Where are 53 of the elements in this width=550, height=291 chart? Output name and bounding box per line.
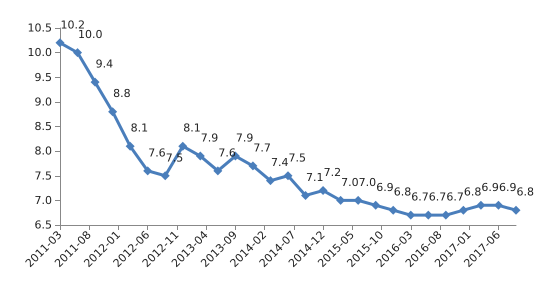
text: 6.7 xyxy=(446,190,464,204)
point xyxy=(73,48,82,58)
point xyxy=(301,190,310,200)
point xyxy=(512,206,520,215)
text: 7.9 xyxy=(236,132,254,145)
point xyxy=(266,176,275,186)
text: 8.1 xyxy=(130,122,148,135)
y-tick-label: 10.5 xyxy=(28,22,52,34)
text: 6.8 xyxy=(394,186,412,199)
point xyxy=(318,186,328,196)
text: 9.4 xyxy=(96,58,114,71)
y-tick-label: 8.0 xyxy=(34,144,52,158)
text: 7.9 xyxy=(200,132,218,145)
y-tick-label: 9.5 xyxy=(34,70,52,84)
text: 7.6 xyxy=(148,146,166,160)
text: 7.4 xyxy=(270,156,288,170)
y-tick-label: 7.0 xyxy=(34,194,52,207)
point xyxy=(248,161,258,170)
y-tick-label: 9.0 xyxy=(34,95,52,108)
text: 8.1 xyxy=(183,122,201,135)
point xyxy=(388,206,398,215)
point xyxy=(126,142,135,151)
point xyxy=(143,166,152,176)
text: 6.8 xyxy=(464,186,482,199)
text: 6.7 xyxy=(411,190,429,204)
text: 6.8 xyxy=(516,186,534,199)
text: 6.9 xyxy=(498,180,516,194)
y-tick-label: 10.0 xyxy=(28,46,52,60)
text: 7.5 xyxy=(288,151,306,164)
text: 7.0 xyxy=(341,176,359,189)
text: 7.6 xyxy=(218,146,236,160)
point xyxy=(371,200,380,210)
point xyxy=(213,166,222,176)
point xyxy=(284,171,292,180)
y-tick-label: 6.5 xyxy=(34,218,52,232)
text: 6.9 xyxy=(376,180,394,194)
text: 7.2 xyxy=(324,166,342,180)
text: 6.9 xyxy=(481,180,499,194)
point xyxy=(160,171,170,180)
point xyxy=(458,206,468,215)
text: 7.7 xyxy=(253,141,271,154)
point xyxy=(56,38,64,48)
point xyxy=(90,78,100,87)
text: 7.0 xyxy=(358,176,376,189)
text: 6.7 xyxy=(428,190,446,204)
point xyxy=(108,107,118,116)
point xyxy=(196,152,205,161)
text: 7.1 xyxy=(306,170,324,184)
y-tick-label: 8.5 xyxy=(34,120,52,133)
point xyxy=(476,200,486,210)
text: 8.8 xyxy=(113,87,131,100)
y-tick-label: 7.5 xyxy=(34,169,52,182)
point xyxy=(178,142,188,151)
